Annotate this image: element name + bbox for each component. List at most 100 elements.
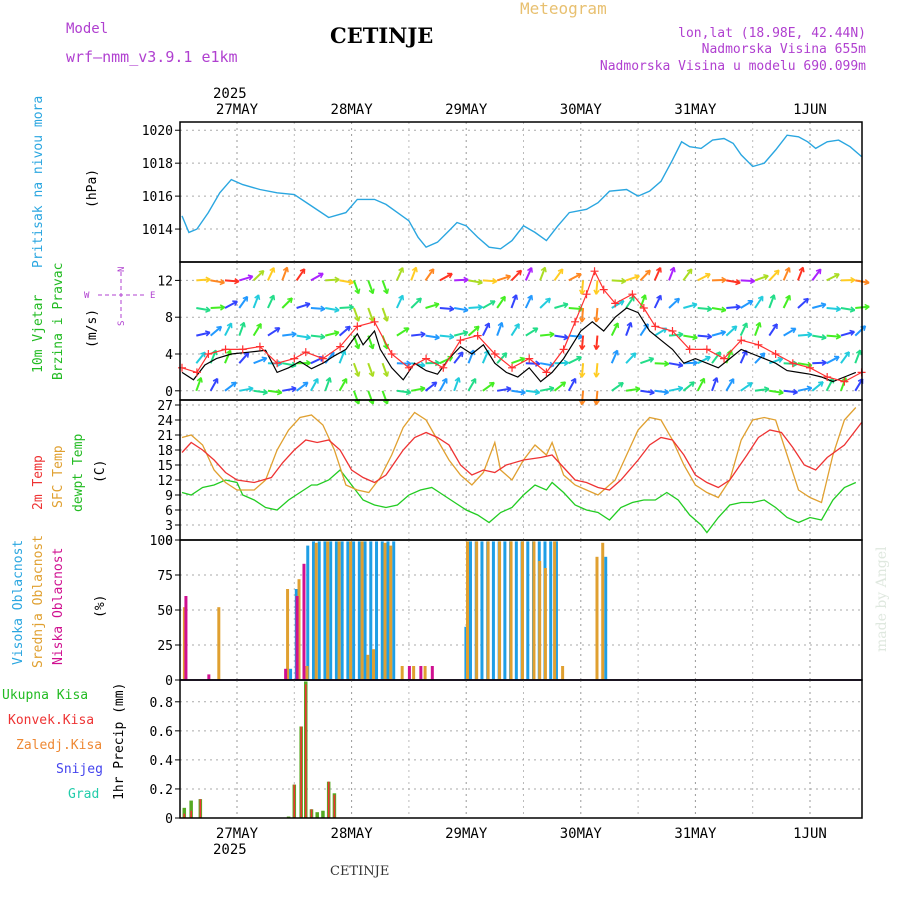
wind-arrow-head (692, 334, 698, 341)
wind-arrow (640, 357, 654, 365)
wind-arrow-head (512, 294, 519, 300)
wind-arrow (711, 330, 726, 337)
wind-arrow-head (706, 333, 713, 340)
wind-arrow (338, 378, 348, 392)
wind-arrow (611, 300, 625, 309)
wind-arrow-head (454, 377, 461, 383)
wind-arrow-head (325, 377, 332, 383)
wind-arrow-head (835, 333, 842, 340)
wind-arrow (595, 390, 599, 405)
wind-arrow-head (497, 321, 504, 328)
wind-arrow (625, 295, 635, 309)
wind-arrow (568, 272, 582, 282)
y-tick-label: 50 (157, 604, 173, 619)
gust-marker (204, 350, 213, 358)
wind-arrow-head (527, 294, 534, 301)
wind-arrow-head (593, 317, 600, 323)
wind-arrow (424, 381, 438, 392)
wind-arrow (467, 378, 477, 392)
wind-arrow-head (579, 372, 586, 378)
wind-arrow (697, 273, 711, 282)
wind-arrow (381, 307, 389, 322)
wind-arrow-head (411, 266, 418, 273)
wind-arrow-field (195, 266, 870, 406)
wind-arrow (625, 352, 637, 364)
wind-arrow-head (291, 331, 297, 338)
wind-arrow-head (226, 322, 233, 329)
wind-arrow (639, 294, 647, 309)
wind-arrow-head (348, 278, 354, 286)
wind-arrow (482, 381, 495, 392)
cloud-bar-mid (465, 541, 469, 680)
wind-arrow-head (563, 359, 569, 367)
cloud-bar-mid (337, 541, 341, 680)
wind-arrow-head (354, 371, 361, 377)
wind-arrow (454, 278, 469, 282)
cloud-bar-high (323, 541, 327, 680)
wind-arrow-head (579, 317, 586, 323)
cloud-bar-mid (561, 666, 565, 680)
wind-panel: 0 4 8 12 (157, 261, 870, 406)
wind-arrow-head (649, 389, 655, 396)
cloud-bar-high (329, 541, 333, 680)
wind-arrow (812, 361, 827, 365)
wind-arrow (367, 390, 374, 405)
day-label-top: 27MAY (216, 102, 259, 118)
wind-arrow (367, 307, 374, 322)
pressure-unit: (hPa) (85, 169, 100, 208)
wind-arrow-head (562, 302, 569, 309)
wind-arrow (367, 280, 374, 294)
y-tick-label: 1016 (142, 190, 173, 205)
year-top: 2025 (213, 86, 247, 102)
wind-arrow (339, 279, 354, 284)
wind-arrow-head (548, 385, 555, 393)
gust-marker (370, 317, 379, 326)
cloud-label-3: Niska Oblacnost (51, 548, 66, 665)
wind-arrow (310, 272, 324, 282)
wind-arrow (595, 335, 599, 350)
cloud-unit: (%) (93, 595, 108, 618)
wind-arrow (281, 266, 289, 281)
wind-arrow (580, 280, 585, 295)
cloud-bar-mid (423, 666, 427, 680)
wind-arrow-head (320, 305, 326, 312)
cloud-bar-mid (314, 542, 318, 680)
y-tick-label: 15 (157, 459, 173, 474)
wind-arrow-head (382, 371, 390, 377)
cloud-bar-mid (326, 541, 330, 680)
wind-arrow-head (333, 330, 340, 337)
wind-arrow (496, 275, 511, 282)
wind-arrow-head (304, 301, 311, 309)
wind-arrow (539, 266, 547, 281)
cloud-bar-mid (389, 545, 393, 680)
wind-arrow (410, 297, 422, 309)
wind-arrow-head (674, 297, 680, 304)
wind-arrow (682, 381, 695, 392)
cloud-bar-high (317, 541, 321, 680)
wind-arrow (553, 268, 564, 281)
wind-arrow-head (593, 289, 600, 295)
gust-marker (651, 322, 660, 331)
precip-bar-total (182, 807, 187, 818)
temp-unit: (C) (93, 460, 108, 483)
wind-arrow (381, 390, 389, 405)
wind-arrow-head (655, 267, 662, 273)
compass-w: W (84, 291, 90, 301)
pressure-label: Pritisak na nivou mora (31, 96, 46, 268)
cloud-bar-high (392, 541, 396, 680)
wind-arrow-head (447, 272, 453, 279)
wind-arrow-head (489, 300, 496, 306)
wind-arrow (395, 294, 404, 309)
y-tick-label: 1018 (142, 157, 173, 172)
wind-arrow (324, 377, 331, 392)
wind-arrow (424, 268, 435, 281)
wind-arrow (195, 351, 206, 364)
gust-marker (508, 363, 517, 372)
wind-arrow-head (484, 322, 491, 329)
cloud-bar-low (302, 563, 306, 680)
wind-arrow (425, 302, 440, 309)
wind-arrow (510, 323, 520, 337)
cloud-bar-high (357, 541, 361, 680)
wind-arrow-head (276, 388, 283, 396)
wind-arrow (267, 327, 281, 337)
